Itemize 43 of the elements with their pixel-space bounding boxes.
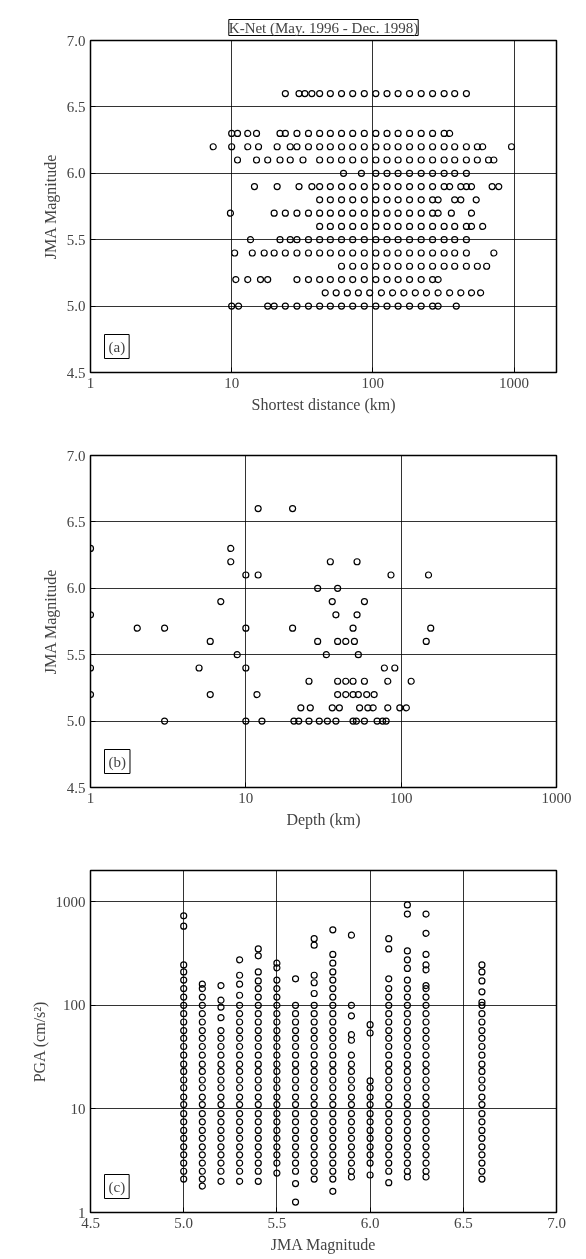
- x-tick-label: 10: [224, 374, 240, 391]
- annotation: (a): [108, 338, 126, 356]
- point: [478, 1175, 486, 1183]
- y-tick-label: 6.0: [66, 165, 86, 182]
- y-tick-label: 100: [63, 997, 86, 1014]
- y-tick-label: 6.5: [66, 98, 86, 115]
- x-tick-label: 6.5: [453, 1214, 473, 1231]
- x-tick-label: 1000: [499, 374, 529, 391]
- point: [478, 1110, 486, 1118]
- annotation: (c): [108, 1178, 126, 1196]
- x-tick-label: 100: [389, 789, 413, 806]
- y-tick-label: 6.5: [66, 513, 86, 530]
- y-axis-title: PGA (cm/s²): [30, 1001, 49, 1083]
- y-tick-label: 5.5: [66, 646, 86, 663]
- x-tick-label: 7.0: [547, 1214, 566, 1231]
- chart-title: K-Net (May. 1996 - Dec. 1998): [228, 19, 419, 37]
- x-axis-title: JMA Magnitude: [270, 1235, 376, 1254]
- point: [478, 1134, 486, 1142]
- point: [478, 1126, 486, 1134]
- point: [478, 1151, 486, 1159]
- y-tick-label: 5.5: [66, 231, 86, 248]
- x-tick-label: 10: [238, 789, 254, 806]
- x-tick-label: 5.5: [267, 1214, 287, 1231]
- point: [478, 1167, 486, 1175]
- annotation: (b): [108, 753, 126, 771]
- y-axis-title: JMA Magnitude: [41, 154, 60, 260]
- y-tick-label: 1000: [55, 893, 86, 910]
- y-tick-label: 6.0: [66, 580, 86, 597]
- x-axis-title: Depth (km): [286, 810, 361, 829]
- y-tick-label: 10: [70, 1100, 86, 1117]
- y-tick-label: 7.0: [66, 447, 86, 464]
- x-tick-label: 5.0: [174, 1214, 194, 1231]
- x-axis-title: Shortest distance (km): [251, 395, 396, 414]
- y-tick-label: 5.0: [66, 298, 86, 315]
- point: [478, 1118, 486, 1126]
- x-tick-label: 6.0: [360, 1214, 380, 1231]
- x-tick-label: 1000: [541, 789, 572, 806]
- x-tick-label: 100: [361, 374, 385, 391]
- y-tick-label: 7.0: [66, 32, 86, 49]
- y-axis-title: JMA Magnitude: [41, 569, 60, 675]
- point: [478, 1159, 486, 1167]
- y-tick-label: 5.0: [66, 713, 86, 730]
- point: [478, 1143, 486, 1151]
